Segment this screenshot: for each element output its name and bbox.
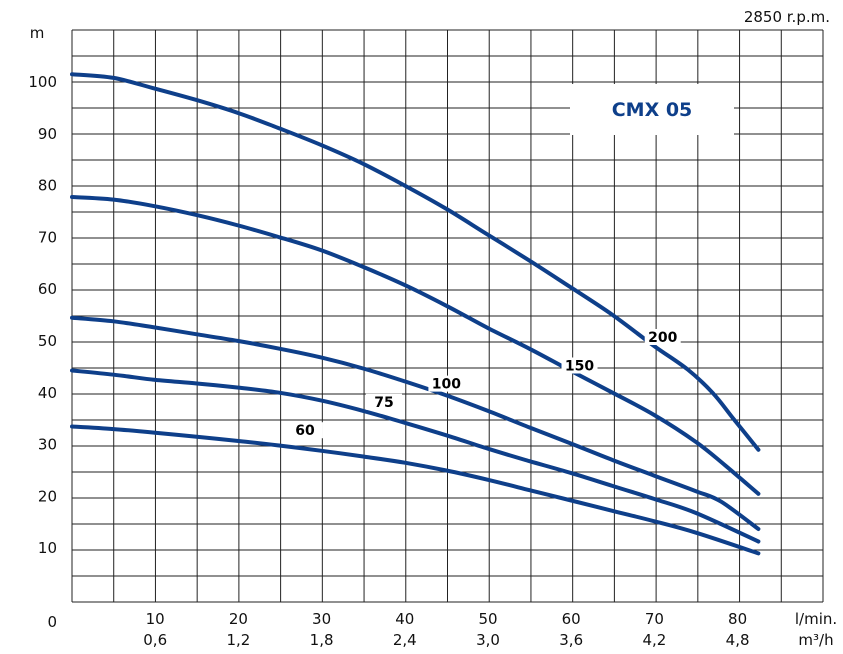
x-tick-label: 10 <box>146 610 165 628</box>
curve-label-bg-75 <box>366 393 402 410</box>
x-tick-label: 70 <box>645 610 664 628</box>
x-tick-label: 50 <box>478 610 497 628</box>
x-tick-label: 20 <box>229 610 248 628</box>
x-tick-labels: 10 0,6 20 1,2 30 1,8 40 2,4 50 3,0 60 3,6 70 4,2 80 4,8 <box>143 610 749 649</box>
chart-title: CMX 05 <box>612 99 693 121</box>
x-tick-label-secondary: 3,6 <box>559 631 583 649</box>
y-tick-label: 20 <box>38 487 57 505</box>
chart-curves <box>70 72 761 556</box>
curve-label-75: 75 <box>374 395 393 411</box>
curve-label-150: 150 <box>565 358 594 374</box>
x-axis-unit-secondary: m³/h <box>798 631 833 649</box>
curve-60 <box>70 424 761 556</box>
y-tick-label: 60 <box>38 280 57 298</box>
x-tick-label-secondary: 4,2 <box>642 631 666 649</box>
curve-75 <box>70 368 761 544</box>
y-tick-label: 50 <box>38 332 57 350</box>
curve-label-200: 200 <box>648 330 677 346</box>
y-tick-label: 10 <box>38 539 57 557</box>
x-tick-label-secondary: 1,2 <box>226 631 250 649</box>
curve-200 <box>70 72 761 452</box>
curve-label-bg-200 <box>644 329 681 345</box>
x-axis-unit-primary: l/min. <box>795 610 837 628</box>
chart-title-box <box>570 84 734 135</box>
y-tick-label: 0 <box>47 613 57 631</box>
curve-label-bg-100 <box>428 375 465 392</box>
curve-label-bg-60 <box>286 422 323 439</box>
x-tick-label-secondary: 4,8 <box>726 631 750 649</box>
speed-note: 2850 r.p.m. <box>744 8 830 26</box>
y-tick-label: 70 <box>38 228 57 246</box>
curve-150 <box>70 195 761 496</box>
y-tick-labels: 0 10 20 30 40 50 60 70 80 90 100 <box>28 73 57 631</box>
curve-100 <box>70 315 761 531</box>
curve-label-bg-150 <box>561 357 598 374</box>
curve-label-60: 60 <box>295 423 315 439</box>
y-tick-label: 100 <box>28 73 57 91</box>
x-tick-label: 80 <box>728 610 747 628</box>
x-tick-label-secondary: 0,6 <box>143 631 167 649</box>
chart-curve-labels: 200 150 100 75 60 <box>286 329 681 439</box>
x-tick-label: 40 <box>395 610 414 628</box>
x-tick-label-secondary: 3,0 <box>476 631 500 649</box>
y-tick-label: 90 <box>38 125 57 143</box>
x-tick-label-secondary: 2,4 <box>393 631 417 649</box>
y-axis-unit: m <box>30 24 45 42</box>
y-tick-label: 30 <box>38 436 57 454</box>
curve-label-100: 100 <box>432 377 461 393</box>
y-tick-label: 80 <box>38 177 57 195</box>
y-tick-label: 40 <box>38 384 57 402</box>
x-tick-label-secondary: 1,8 <box>310 631 334 649</box>
x-tick-label: 60 <box>562 610 581 628</box>
x-tick-label: 30 <box>312 610 331 628</box>
